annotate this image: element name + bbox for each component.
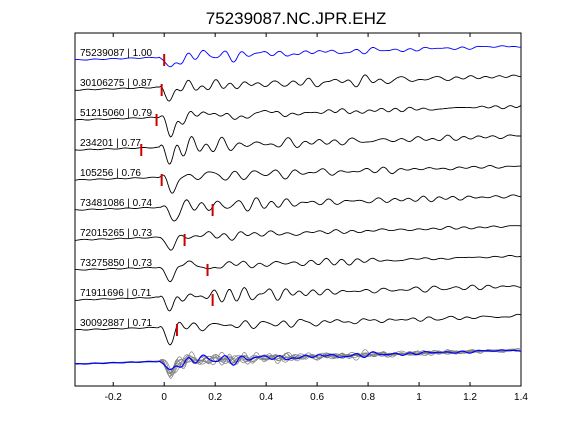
x-tick-label: 0 <box>161 392 167 403</box>
trace-line <box>74 284 521 312</box>
trace-line <box>74 165 522 194</box>
trace-label: 105256 | 0.76 <box>80 168 141 179</box>
stack-overlay <box>74 348 522 379</box>
trace-label: 71911696 | 0.71 <box>80 288 152 299</box>
x-tick-label: 0.4 <box>259 392 273 403</box>
stack-trace <box>74 349 521 371</box>
trace-lines <box>74 45 522 346</box>
trace-label: 73481086 | 0.74 <box>80 198 153 209</box>
x-tick-label: 1 <box>416 392 422 403</box>
trace-line <box>74 45 522 68</box>
trace-label: 72015265 | 0.73 <box>80 228 153 239</box>
trace-line <box>74 134 522 165</box>
x-tick-label: 1.2 <box>463 392 477 403</box>
trace-line <box>74 104 522 138</box>
trace-line <box>75 254 522 283</box>
trace-labels: 75239087 | 1.00 30106275 | 0.87 51215060 |… <box>80 48 153 329</box>
trace-label: 51215060 | 0.79 <box>80 108 153 119</box>
x-tick-label: -0.2 <box>105 392 123 403</box>
x-tick-label: 1.4 <box>514 392 528 403</box>
x-tick-label: 0.8 <box>361 392 375 403</box>
trace-label: 73275850 | 0.73 <box>80 258 153 269</box>
trace-label: 75239087 | 1.00 <box>80 48 153 59</box>
trace-label: 30092887 | 0.71 <box>80 318 153 329</box>
trace-label: 30106275 | 0.87 <box>80 78 153 89</box>
trace-line <box>74 74 522 102</box>
x-tick-label: 0.6 <box>310 392 324 403</box>
x-axis: -0.2 0 0.2 0.4 0.6 0.8 1 1.2 1.4 <box>105 33 528 403</box>
pick-markers <box>140 54 214 336</box>
trace-line <box>74 313 522 346</box>
chart-title: 75239087.NC.JPR.EHZ <box>206 9 386 28</box>
x-tick-label: 0.2 <box>208 392 222 403</box>
trace-line <box>75 194 522 222</box>
trace-label: 234201 | 0.77 <box>80 138 141 149</box>
trace-line <box>74 225 521 251</box>
